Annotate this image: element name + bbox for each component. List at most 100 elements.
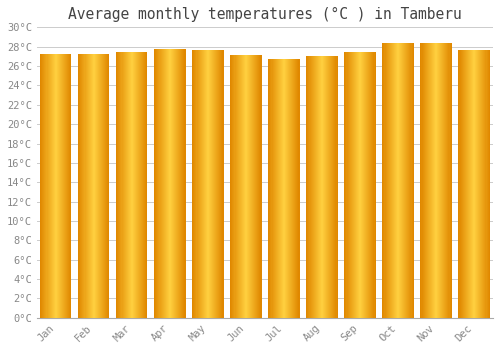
Bar: [475, 50, 476, 318]
Bar: [469, 50, 470, 318]
Bar: [352, 51, 354, 318]
Bar: [61, 54, 62, 318]
Bar: [392, 43, 393, 318]
Bar: [480, 50, 482, 318]
Bar: [158, 49, 160, 318]
Bar: [464, 50, 466, 318]
Bar: [289, 59, 290, 318]
Bar: [80, 54, 82, 318]
Bar: [245, 55, 246, 318]
Bar: [106, 54, 108, 318]
Bar: [473, 50, 474, 318]
Bar: [142, 52, 144, 318]
Bar: [42, 54, 43, 318]
Bar: [180, 49, 182, 318]
Bar: [283, 59, 284, 318]
Bar: [478, 50, 480, 318]
Bar: [374, 51, 376, 318]
Bar: [350, 51, 352, 318]
Bar: [124, 52, 126, 318]
Bar: [314, 56, 316, 318]
Bar: [128, 52, 130, 318]
Bar: [355, 51, 356, 318]
Bar: [434, 43, 435, 318]
Bar: [363, 51, 364, 318]
Bar: [440, 43, 442, 318]
Bar: [428, 43, 430, 318]
Bar: [154, 49, 156, 318]
Bar: [90, 54, 92, 318]
Bar: [298, 59, 300, 318]
Bar: [210, 50, 211, 318]
Bar: [308, 56, 310, 318]
Title: Average monthly temperatures (°C ) in Tamberu: Average monthly temperatures (°C ) in Ta…: [68, 7, 462, 22]
Bar: [424, 43, 426, 318]
Bar: [320, 56, 321, 318]
Bar: [116, 52, 117, 318]
Bar: [270, 59, 272, 318]
Bar: [422, 43, 424, 318]
Bar: [230, 55, 232, 318]
Bar: [88, 54, 90, 318]
Bar: [167, 49, 168, 318]
Bar: [103, 54, 104, 318]
Bar: [173, 49, 174, 318]
Bar: [358, 51, 359, 318]
Bar: [249, 55, 250, 318]
Bar: [243, 55, 244, 318]
Bar: [420, 43, 422, 318]
Bar: [240, 55, 242, 318]
Bar: [196, 50, 198, 318]
Bar: [66, 54, 68, 318]
Bar: [372, 51, 374, 318]
Bar: [64, 54, 65, 318]
Bar: [401, 43, 402, 318]
Bar: [68, 54, 70, 318]
Bar: [58, 54, 59, 318]
Bar: [90, 54, 91, 318]
Bar: [479, 50, 480, 318]
Bar: [55, 54, 56, 318]
Bar: [48, 54, 50, 318]
Bar: [100, 54, 101, 318]
Bar: [240, 55, 241, 318]
Bar: [398, 43, 399, 318]
Bar: [281, 59, 282, 318]
Bar: [274, 59, 276, 318]
Bar: [410, 43, 412, 318]
Bar: [253, 55, 254, 318]
Bar: [384, 43, 386, 318]
Bar: [218, 50, 220, 318]
Bar: [254, 55, 256, 318]
Bar: [135, 52, 136, 318]
Bar: [222, 50, 224, 318]
Bar: [439, 43, 440, 318]
Bar: [472, 50, 473, 318]
Bar: [206, 50, 207, 318]
Bar: [146, 52, 148, 318]
Bar: [171, 49, 172, 318]
Bar: [156, 49, 158, 318]
Bar: [234, 55, 236, 318]
Bar: [431, 43, 432, 318]
Bar: [60, 54, 61, 318]
Bar: [330, 56, 332, 318]
Bar: [370, 51, 372, 318]
Bar: [92, 54, 93, 318]
Bar: [441, 43, 442, 318]
Bar: [82, 54, 84, 318]
Bar: [368, 51, 370, 318]
Bar: [246, 55, 247, 318]
Bar: [211, 50, 212, 318]
Bar: [466, 50, 467, 318]
Bar: [435, 43, 436, 318]
Bar: [408, 43, 410, 318]
Bar: [56, 54, 57, 318]
Bar: [322, 56, 323, 318]
Bar: [328, 56, 330, 318]
Bar: [57, 54, 58, 318]
Bar: [192, 50, 194, 318]
Bar: [96, 54, 97, 318]
Bar: [296, 59, 298, 318]
Bar: [174, 49, 175, 318]
